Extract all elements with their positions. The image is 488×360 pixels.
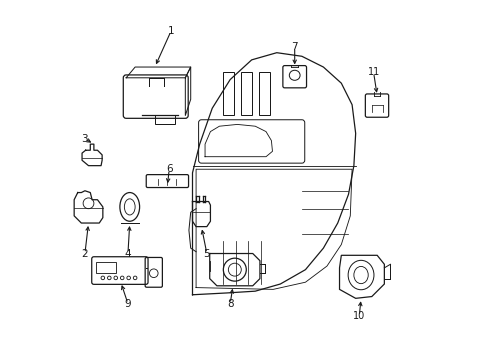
Text: 7: 7 [291, 42, 297, 52]
Bar [155, 115, 174, 124]
Text: 5: 5 [203, 248, 210, 258]
Text: 8: 8 [226, 299, 233, 309]
Bar [96, 262, 116, 273]
Bar [223, 72, 234, 116]
Text: 11: 11 [366, 67, 379, 77]
Bar [258, 72, 270, 116]
Text: 6: 6 [165, 164, 172, 174]
Bar [241, 72, 252, 116]
Text: 4: 4 [124, 248, 131, 258]
Text: 9: 9 [124, 299, 131, 309]
Text: 10: 10 [352, 311, 365, 321]
Text: 2: 2 [81, 248, 88, 258]
Text: 1: 1 [167, 26, 174, 36]
Text: 3: 3 [81, 134, 88, 144]
